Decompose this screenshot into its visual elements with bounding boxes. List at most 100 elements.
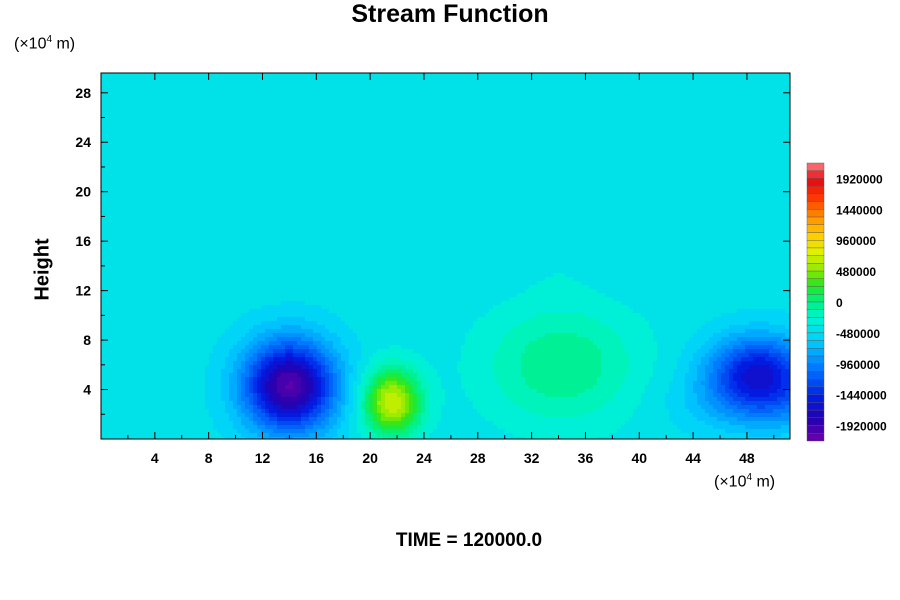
contour-cell xyxy=(349,109,354,114)
contour-cell xyxy=(485,153,490,158)
contour-cell xyxy=(697,125,702,130)
contour-cell xyxy=(549,161,554,166)
contour-cell xyxy=(593,125,598,130)
contour-cell xyxy=(557,97,562,102)
contour-cell xyxy=(545,85,550,90)
contour-cell xyxy=(181,137,186,142)
contour-cell xyxy=(289,165,294,170)
contour-cell xyxy=(293,113,298,118)
contour-cell xyxy=(349,185,354,190)
contour-cell xyxy=(685,149,690,154)
contour-cell xyxy=(749,137,754,142)
contour-cell xyxy=(117,109,122,114)
contour-cell xyxy=(393,113,398,118)
contour-cell xyxy=(713,125,718,130)
contour-cell xyxy=(661,133,666,138)
contour-cell xyxy=(533,77,538,82)
contour-cell xyxy=(181,93,186,98)
contour-cell xyxy=(389,101,394,106)
contour-cell xyxy=(617,109,622,114)
contour-cell xyxy=(629,113,634,118)
contour-cell xyxy=(337,117,342,122)
contour-cell xyxy=(221,173,226,178)
contour-cell xyxy=(289,81,294,86)
contour-cell xyxy=(765,89,770,94)
contour-cell xyxy=(517,121,522,126)
contour-cell xyxy=(229,133,234,138)
contour-cell xyxy=(397,109,402,114)
contour-cell xyxy=(721,157,726,162)
contour-cell xyxy=(381,153,386,158)
contour-cell xyxy=(569,125,574,130)
contour-cell xyxy=(373,113,378,118)
contour-cell xyxy=(113,133,118,138)
contour-cell xyxy=(245,133,250,138)
contour-cell xyxy=(573,173,578,178)
contour-cell xyxy=(425,89,430,94)
contour-cell xyxy=(309,153,314,158)
contour-cell xyxy=(773,149,778,154)
contour-cell xyxy=(109,85,114,90)
contour-cell xyxy=(469,145,474,150)
contour-cell xyxy=(509,109,514,114)
contour-cell xyxy=(525,133,530,138)
contour-cell xyxy=(777,81,782,86)
contour-cell xyxy=(377,129,382,134)
contour-cell xyxy=(569,129,574,134)
contour-cell xyxy=(109,173,114,178)
contour-cell xyxy=(217,161,222,166)
contour-cell xyxy=(709,149,714,154)
contour-cell xyxy=(701,89,706,94)
contour-cell xyxy=(657,105,662,110)
contour-cell xyxy=(433,73,438,78)
contour-cell xyxy=(401,133,406,138)
contour-cell xyxy=(721,117,726,122)
contour-cell xyxy=(301,109,306,114)
contour-cell xyxy=(593,177,598,182)
contour-cell xyxy=(605,169,610,174)
contour-cell xyxy=(569,101,574,106)
contour-cell xyxy=(297,101,302,106)
contour-cell xyxy=(225,161,230,166)
contour-cell xyxy=(125,113,130,118)
contour-cell xyxy=(765,117,770,122)
contour-cell xyxy=(373,117,378,122)
contour-cell xyxy=(169,141,174,146)
contour-cell xyxy=(321,165,326,170)
contour-cell xyxy=(665,89,670,94)
contour-cell xyxy=(465,89,470,94)
contour-cell xyxy=(277,101,282,106)
contour-cell xyxy=(513,97,518,102)
contour-cell xyxy=(353,181,358,186)
contour-cell xyxy=(441,113,446,118)
contour-cell xyxy=(357,169,362,174)
contour-cell xyxy=(177,105,182,110)
contour-cell xyxy=(745,81,750,86)
contour-cell xyxy=(633,133,638,138)
contour-cell xyxy=(201,137,206,142)
contour-cell xyxy=(565,113,570,118)
contour-cell xyxy=(185,137,190,142)
contour-cell xyxy=(385,161,390,166)
contour-cell xyxy=(657,101,662,106)
contour-cell xyxy=(541,93,546,98)
contour-cell xyxy=(129,165,134,170)
contour-cell xyxy=(217,137,222,142)
contour-cell xyxy=(209,181,214,186)
contour-cell xyxy=(165,85,170,90)
contour-cell xyxy=(761,181,766,186)
contour-cell xyxy=(209,101,214,106)
contour-cell xyxy=(773,165,778,170)
contour-cell xyxy=(697,145,702,150)
contour-cell xyxy=(453,177,458,182)
contour-cell xyxy=(781,89,786,94)
contour-cell xyxy=(721,105,726,110)
contour-cell xyxy=(109,97,114,102)
contour-cell xyxy=(321,137,326,142)
contour-cell xyxy=(229,97,234,102)
contour-cell xyxy=(597,153,602,158)
contour-cell xyxy=(741,173,746,178)
contour-cell xyxy=(505,173,510,178)
contour-cell xyxy=(173,113,178,118)
contour-cell xyxy=(293,77,298,82)
